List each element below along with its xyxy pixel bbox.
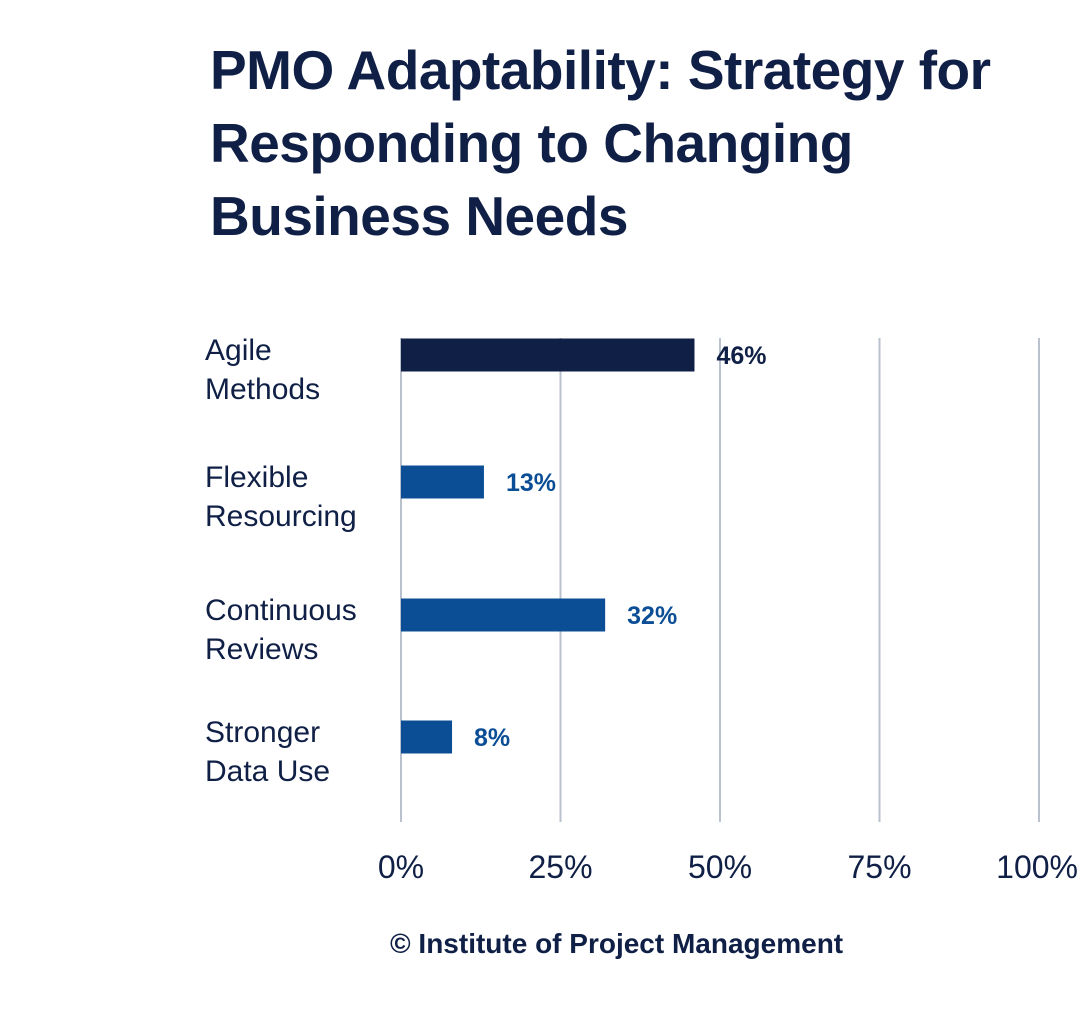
value-label: 46% (716, 342, 766, 370)
category-label: Flexible Resourcing (205, 461, 357, 533)
bars (401, 338, 695, 754)
x-tick-label: 100% (996, 849, 1078, 885)
bar (401, 598, 606, 632)
x-tick-label: 50% (688, 849, 752, 885)
bar (401, 338, 695, 372)
x-tick-label: 75% (847, 849, 911, 885)
value-labels: 46% 13% 32% 8% (474, 342, 766, 752)
chart-title: PMO Adaptability: Strategy for Respondin… (210, 39, 991, 247)
bar (401, 465, 484, 499)
category-label: Stronger Data Use (205, 716, 330, 788)
x-tick-label: 25% (528, 849, 592, 885)
value-label: 8% (474, 724, 510, 752)
bar (401, 720, 453, 754)
x-axis-tick-labels: 0% 25% 50% 75% 100% (378, 849, 1078, 885)
category-label: Continuous Reviews (205, 594, 357, 666)
source-credit: © Institute of Project Management (390, 928, 844, 959)
value-label: 13% (506, 469, 556, 497)
x-tick-label: 0% (378, 849, 424, 885)
category-labels: Agile Methods Flexible Resourcing Continuous… (205, 334, 357, 788)
value-label: 32% (627, 602, 677, 630)
category-label: Agile Methods (205, 334, 320, 406)
